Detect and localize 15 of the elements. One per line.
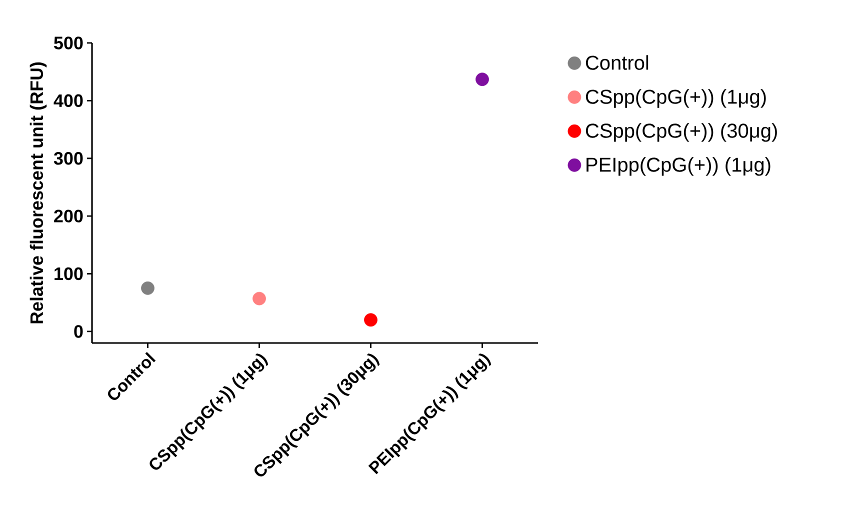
y-tick-label: 300 [54, 152, 83, 165]
point [252, 292, 266, 306]
y-tick-label: 500 [54, 36, 83, 50]
point [364, 313, 378, 327]
y-axis-title: Relative fluorescent unit (RFU) [30, 62, 47, 324]
y-tick-label: 400 [54, 94, 83, 108]
legend-label: CSpp(CpG(+)) (30μg) [586, 123, 777, 142]
legend-label: CSpp(CpG(+)) (1μg) [586, 89, 766, 108]
legend-label: PEIpp(CpG(+)) (1μg) [586, 157, 770, 176]
y-tick-label: 200 [54, 210, 83, 222]
y-tick-label: 100 [54, 267, 83, 280]
y-tick-label: 0 [74, 325, 83, 338]
point [476, 72, 489, 86]
point [141, 281, 154, 295]
legend-label: Control [586, 55, 648, 70]
